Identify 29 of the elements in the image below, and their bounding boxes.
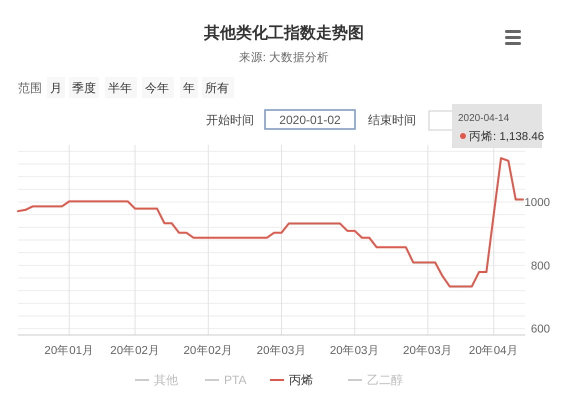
text: 2020-01-02: [279, 113, 342, 127]
text: 2020-04-14: [458, 113, 510, 124]
chart-title: 其他类化工指数走势图: [203, 24, 364, 42]
chart-subtitle: 来源: 大数据分析: [238, 51, 330, 64]
text: 所有: [205, 81, 229, 95]
legend-label: 其他: [154, 373, 178, 387]
legend-label: PTA: [224, 373, 246, 387]
text: 年: [183, 81, 195, 95]
legend-label: 丙烯: [289, 373, 313, 387]
x-tick-label: 20年03月: [403, 344, 453, 357]
text: 月: [50, 81, 62, 95]
y-tick-label: 800: [530, 260, 550, 272]
text: 季度: [72, 81, 96, 95]
text: 范围: [18, 81, 42, 95]
x-tick-label: 20年04月: [468, 344, 519, 357]
text: 丙烯: 1,138.46: [469, 130, 544, 143]
x-tick-label: 20年03月: [330, 344, 380, 357]
x-tick-label: 20年02月: [110, 344, 160, 357]
line-series: [17, 157, 524, 288]
text: 今年: [145, 81, 169, 95]
x-tick-label: 20年01月: [44, 344, 94, 357]
y-tick-label: 600: [530, 324, 550, 336]
x-tick-label: 20年03月: [256, 344, 306, 357]
x-tick-label: 20年02月: [183, 344, 234, 357]
legend-label: 乙二醇: [367, 373, 403, 387]
text: 半年: [108, 81, 132, 95]
text: 结束时间: [368, 113, 416, 127]
text: 开始时间: [206, 113, 254, 127]
y-tick-label: 1000: [524, 197, 550, 209]
